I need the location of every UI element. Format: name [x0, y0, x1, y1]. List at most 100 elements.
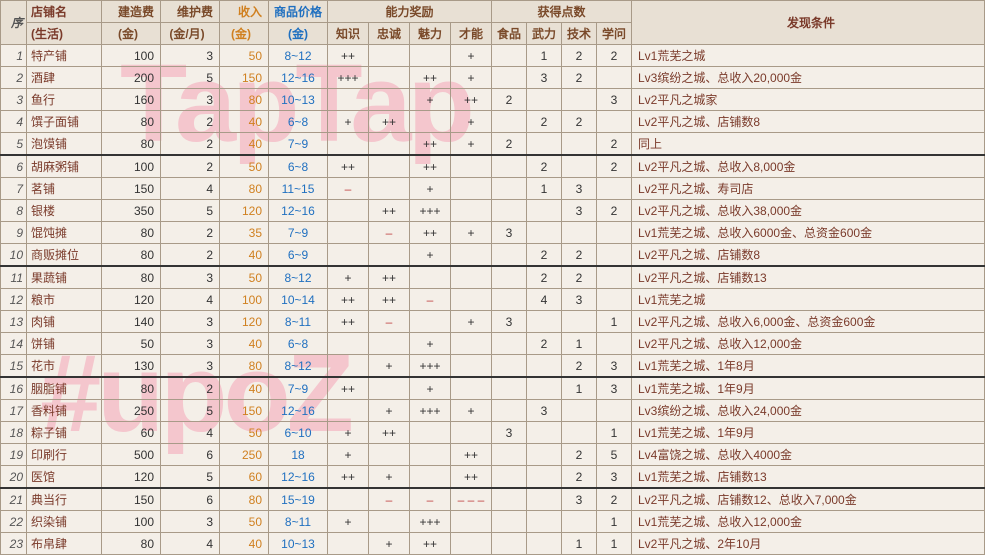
cell-maint: 3: [161, 89, 220, 111]
cell-stat: [328, 89, 369, 111]
cell-stat: [369, 67, 410, 89]
cell-stat: ++: [369, 266, 410, 289]
cell-name: 馄饨摊: [27, 222, 102, 244]
cell-name: 饼铺: [27, 333, 102, 355]
cell-stat: ++: [451, 444, 492, 466]
cell-idx: 8: [1, 200, 27, 222]
cell-maint: 2: [161, 377, 220, 400]
cell-price: 11~15: [269, 178, 328, 200]
cell-price: 8~12: [269, 355, 328, 378]
cell-cond: Lv4富饶之城、总收入4000金: [632, 444, 985, 466]
table-row: 9馄饨摊802357~9–+++3Lv1荒芜之城、总收入6000金、总资金600…: [1, 222, 985, 244]
cell-price: 12~16: [269, 200, 328, 222]
cell-name: 粽子铺: [27, 422, 102, 444]
cell-stat: +: [369, 533, 410, 555]
cell-stat: +: [451, 111, 492, 133]
cell-price: 6~9: [269, 244, 328, 267]
cell-pt: 3: [597, 466, 632, 489]
cell-price: 6~10: [269, 422, 328, 444]
cell-build: 100: [102, 45, 161, 67]
cell-pt: [527, 444, 562, 466]
table-row: 6胡麻粥铺1002506~8++++22Lv2平凡之城、总收入8,000金: [1, 155, 985, 178]
cell-stat: [410, 422, 451, 444]
cell-pt: [492, 488, 527, 511]
cell-stat: [328, 400, 369, 422]
cell-pt: 2: [527, 111, 562, 133]
cell-stat: [369, 244, 410, 267]
cell-idx: 21: [1, 488, 27, 511]
cell-name: 香料铺: [27, 400, 102, 422]
cell-stat: +: [451, 67, 492, 89]
cell-stat: [451, 289, 492, 311]
cell-cond: Lv2平凡之城、店铺数8: [632, 244, 985, 267]
cell-inc: 80: [220, 178, 269, 200]
cell-inc: 120: [220, 311, 269, 333]
h-inc2: (金): [220, 23, 269, 45]
table-row: 13肉铺14031208~11++–+31Lv2平凡之城、总收入6,000金、总…: [1, 311, 985, 333]
cell-stat: +: [410, 89, 451, 111]
cell-name: 典当行: [27, 488, 102, 511]
cell-pt: [492, 400, 527, 422]
cell-idx: 3: [1, 89, 27, 111]
cell-pt: [527, 200, 562, 222]
cell-stat: [451, 266, 492, 289]
cell-pt: 4: [527, 289, 562, 311]
cell-idx: 23: [1, 533, 27, 555]
cell-build: 200: [102, 67, 161, 89]
cell-maint: 4: [161, 533, 220, 555]
cell-pt: [492, 289, 527, 311]
cell-pt: 2: [562, 45, 597, 67]
cell-pt: [597, 266, 632, 289]
table-row: 12粮市120410010~14++++–43Lv1荒芜之城: [1, 289, 985, 311]
cell-pt: [492, 155, 527, 178]
cell-build: 140: [102, 311, 161, 333]
cell-name: 茗铺: [27, 178, 102, 200]
cell-stat: ++: [410, 533, 451, 555]
cell-stat: +++: [410, 355, 451, 378]
cell-stat: +: [451, 400, 492, 422]
cell-price: 7~9: [269, 377, 328, 400]
cell-stat: ++: [369, 200, 410, 222]
cell-stat: [410, 311, 451, 333]
cell-pt: 2: [562, 355, 597, 378]
cell-inc: 40: [220, 133, 269, 156]
cell-stat: +: [451, 133, 492, 156]
cell-idx: 12: [1, 289, 27, 311]
cell-name: 印刷行: [27, 444, 102, 466]
cell-price: 8~12: [269, 266, 328, 289]
cell-pt: [562, 89, 597, 111]
cell-pt: [492, 533, 527, 555]
cell-stat: ++: [410, 222, 451, 244]
cell-pt: [492, 333, 527, 355]
cell-idx: 2: [1, 67, 27, 89]
cell-stat: – – –: [451, 488, 492, 511]
cell-stat: +: [369, 466, 410, 489]
cell-pt: 3: [597, 377, 632, 400]
cell-stat: [369, 178, 410, 200]
cell-pt: [527, 89, 562, 111]
cell-stat: ++: [410, 133, 451, 156]
cell-stat: +: [328, 111, 369, 133]
h-p2: 武力: [527, 23, 562, 45]
cell-pt: [597, 333, 632, 355]
table-row: 2酒肆200515012~16++++++32Lv3缤纷之城、总收入20,000…: [1, 67, 985, 89]
h-points: 获得点数: [492, 1, 632, 23]
cell-pt: 1: [597, 511, 632, 533]
cell-pt: [527, 355, 562, 378]
cell-stat: [451, 533, 492, 555]
cell-cond: Lv2平凡之城、店铺数13: [632, 266, 985, 289]
cell-stat: [369, 45, 410, 67]
cell-stat: –: [328, 178, 369, 200]
table-row: 17香料铺250515012~16+++++3Lv3缤纷之城、总收入24,000…: [1, 400, 985, 422]
cell-stat: +: [328, 422, 369, 444]
cell-idx: 15: [1, 355, 27, 378]
cell-pt: 1: [597, 422, 632, 444]
cell-inc: 50: [220, 511, 269, 533]
table-row: 18粽子铺604506~10+++31Lv1荒芜之城、1年9月: [1, 422, 985, 444]
cell-pt: [527, 311, 562, 333]
cell-price: 8~12: [269, 45, 328, 67]
h-name2: (生活): [27, 23, 102, 45]
cell-idx: 17: [1, 400, 27, 422]
cell-stat: +++: [328, 67, 369, 89]
cell-maint: 2: [161, 155, 220, 178]
